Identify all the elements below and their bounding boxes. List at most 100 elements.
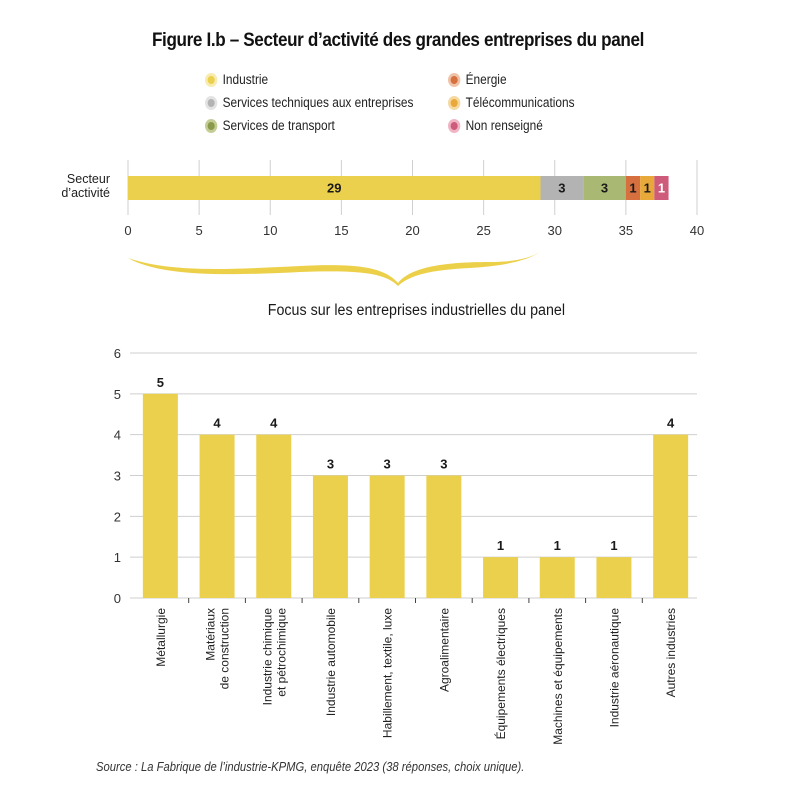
stacked-segment xyxy=(640,176,655,200)
legend-label: Télécommunications xyxy=(465,95,575,110)
bottom-bars xyxy=(142,393,689,598)
category-label-line: Équipements électriques xyxy=(493,608,508,739)
segment-data-label: 1 xyxy=(658,181,665,196)
legend-label: Énergie xyxy=(465,72,507,87)
segment-data-label: 29 xyxy=(327,181,341,196)
y-tick-label: 2 xyxy=(114,509,121,524)
top-bars: 29 3 3 1 1 1 xyxy=(128,176,669,200)
legend-circle-icon xyxy=(205,118,218,133)
legend-item-services-transport: Services de transport xyxy=(205,118,335,133)
x-tick-label: 10 xyxy=(263,223,277,238)
bottom-category-labels: Métallurgie Matériaux de construction Indus… xyxy=(154,608,678,745)
category-label: d’activité xyxy=(61,186,110,200)
category-label: Métallurgie xyxy=(154,608,168,667)
category-label: Matériaux de construction xyxy=(204,608,232,689)
x-tick-label: 25 xyxy=(476,223,490,238)
legend-item-services-techniques: Services techniques aux entreprises xyxy=(205,95,413,110)
category-label-line: Habillement, textile, luxe xyxy=(381,608,395,738)
y-tick-label: 5 xyxy=(114,387,121,402)
curly-brace-icon xyxy=(128,252,540,286)
category-label: Industrie chimique et pétrochimique xyxy=(260,608,288,706)
legend-circle-icon xyxy=(448,95,461,110)
bar-data-label: 3 xyxy=(440,457,447,472)
bar xyxy=(426,475,462,598)
legend-item-telecommunications: Télécommunications xyxy=(448,95,575,110)
bar-data-label: 1 xyxy=(610,538,617,553)
y-tick-label: 0 xyxy=(114,591,121,606)
category-label-line: Machines et équipements xyxy=(551,608,565,745)
bar xyxy=(653,434,689,598)
category-label: Équipements électriques xyxy=(493,608,508,739)
bar-data-label: 3 xyxy=(327,457,334,472)
stacked-segment xyxy=(625,176,641,200)
legend-label: Industrie xyxy=(222,72,269,87)
bar-data-label: 4 xyxy=(270,416,278,431)
category-label-line: Industrie aéronautique xyxy=(607,608,621,728)
stacked-segment xyxy=(583,176,626,200)
bar xyxy=(312,475,348,598)
category-label: Agroalimentaire xyxy=(437,608,451,692)
x-tick-label: 0 xyxy=(124,223,131,238)
y-tick-label: 1 xyxy=(114,550,121,565)
category-label: Industrie aéronautique xyxy=(607,608,621,728)
legend-circle-icon xyxy=(448,72,461,87)
bar-data-label: 5 xyxy=(157,375,164,390)
category-label-line: Agroalimentaire xyxy=(437,608,451,692)
bar xyxy=(256,434,292,598)
segment-data-label: 3 xyxy=(558,181,565,196)
bar xyxy=(142,393,178,598)
x-tick-label: 20 xyxy=(405,223,419,238)
segment-data-label: 1 xyxy=(629,181,636,196)
bar xyxy=(596,557,632,598)
category-label: Habillement, textile, luxe xyxy=(381,608,395,738)
category-label: Machines et équipements xyxy=(551,608,565,745)
bar xyxy=(369,475,405,598)
legend-item-industrie: Industrie xyxy=(205,72,268,87)
brace-decoration xyxy=(128,252,540,286)
bottom-data-labels: 5 4 4 3 3 3 1 1 1 4 xyxy=(157,375,675,553)
y-tick-label: 4 xyxy=(114,428,121,443)
legend: Industrie Services techniques aux entrep… xyxy=(205,72,625,142)
category-label-line: et pétrochimique xyxy=(274,608,288,697)
bar-data-label: 1 xyxy=(554,538,561,553)
category-label-line: Métallurgie xyxy=(154,608,168,667)
y-tick-label: 6 xyxy=(114,346,121,361)
x-tick-label: 35 xyxy=(619,223,633,238)
stacked-bar-chart: 29 3 3 1 1 1 0 5 10 15 20 25 30 35 40 Secteurd’activi… xyxy=(61,160,704,238)
bar xyxy=(539,557,575,598)
chart-subtitle: Focus sur les entreprises industrielles … xyxy=(267,302,566,319)
bottom-x-tick-marks xyxy=(188,598,643,603)
figure-title: Figure I.b – Secteur d’activité des gran… xyxy=(151,30,645,51)
category-label-line: de construction xyxy=(218,608,232,689)
y-tick-label: 3 xyxy=(114,469,121,484)
legend-label: Services de transport xyxy=(222,118,335,133)
category-label-line: Industrie automobile xyxy=(324,608,338,716)
x-tick-label: 40 xyxy=(690,223,704,238)
category-label-line: Autres industries xyxy=(664,608,678,697)
legend-circle-icon xyxy=(205,95,218,110)
bar-data-label: 4 xyxy=(213,416,221,431)
bar xyxy=(483,557,519,598)
legend-label: Non renseigné xyxy=(465,118,543,133)
source-note: Source : La Fabrique de l’industrie-KPMG… xyxy=(96,760,525,774)
stacked-segment xyxy=(540,176,584,200)
segment-data-label: 1 xyxy=(644,181,651,196)
stacked-segment xyxy=(654,176,669,200)
legend-label: Services techniques aux entreprises xyxy=(222,95,414,110)
top-tick-labels: 0 5 10 15 20 25 30 35 40 xyxy=(124,223,704,238)
bottom-y-tick-labels: 0 1 2 3 4 5 6 xyxy=(114,346,121,606)
category-label: Industrie automobile xyxy=(324,608,338,716)
legend-circle-icon xyxy=(448,118,461,133)
x-tick-label: 15 xyxy=(334,223,348,238)
legend-circle-icon xyxy=(205,72,218,87)
legend-item-non-renseigne: Non renseigné xyxy=(448,118,543,133)
segment-data-label: 3 xyxy=(601,181,608,196)
category-label-line: Matériaux xyxy=(204,608,218,661)
x-tick-label: 30 xyxy=(548,223,562,238)
legend-item-energie: Énergie xyxy=(448,72,507,87)
bar-data-label: 1 xyxy=(497,538,504,553)
bar xyxy=(199,434,235,598)
bar-data-label: 4 xyxy=(667,416,675,431)
category-label-line: Industrie chimique xyxy=(260,608,274,706)
